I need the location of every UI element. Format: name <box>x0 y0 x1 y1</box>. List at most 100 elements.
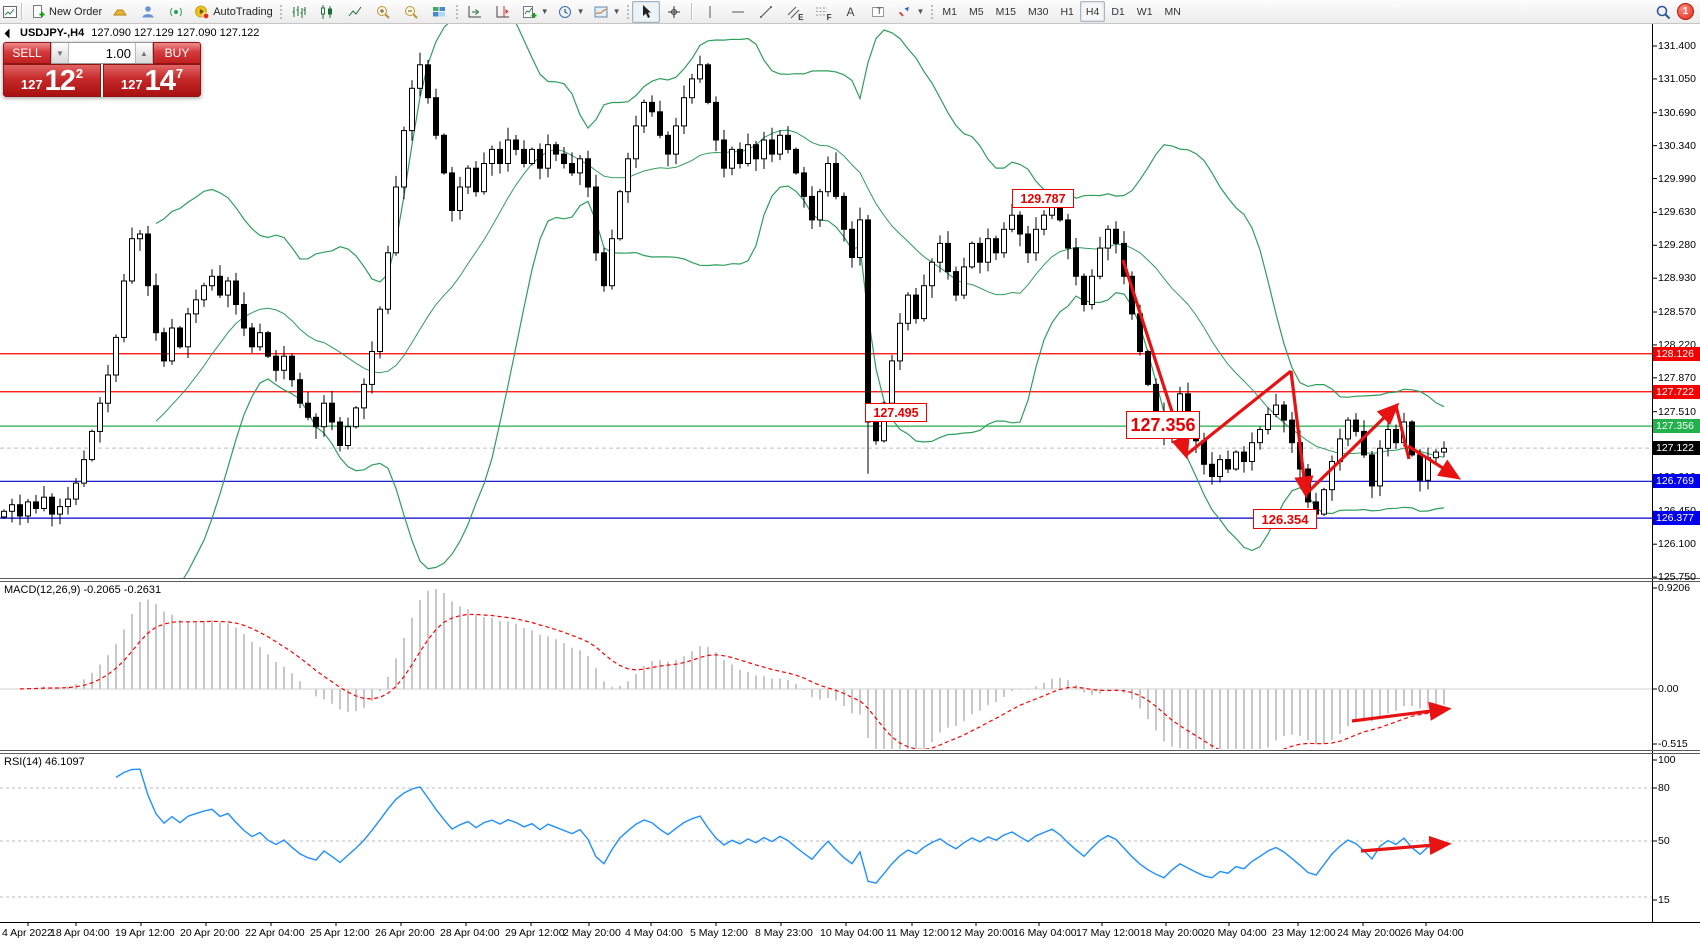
text-button[interactable]: A <box>836 1 864 23</box>
candlestick-chart-button[interactable] <box>313 1 341 23</box>
timeframe-MN[interactable]: MN <box>1164 5 1181 18</box>
price-axis-label: 127.870 <box>1658 371 1696 384</box>
auto-scroll-button[interactable] <box>461 1 489 23</box>
auto-scroll-icon <box>467 4 483 20</box>
time-axis-label: 28 Apr 04:00 <box>440 927 500 939</box>
time-axis-label: 26 Apr 20:00 <box>375 927 435 939</box>
price-badge: 128.126 <box>1653 346 1700 361</box>
trendline-icon <box>758 4 774 20</box>
symbol-period: USDJPY-,H4 <box>20 27 85 39</box>
vps-button[interactable] <box>162 1 190 23</box>
sell-price-display[interactable]: 127 12 2 <box>3 64 101 97</box>
candlesticks <box>1 52 1447 527</box>
channel-letter: E <box>798 12 804 22</box>
time-axis-label: 4 May 04:00 <box>625 927 683 939</box>
time-axis-label: 25 Apr 12:00 <box>310 927 370 939</box>
horizontal-level-lines[interactable] <box>0 353 1652 519</box>
arrows-tool-button[interactable]: ▼ <box>892 1 928 23</box>
timeframe-D1[interactable]: D1 <box>1111 5 1125 18</box>
macd-label: MACD(12,26,9) -0.2065 -0.2631 <box>4 584 162 596</box>
sell-price-sup: 2 <box>75 66 84 81</box>
rsi-axis-label: 80 <box>1658 782 1670 794</box>
periods-button[interactable]: ▼ <box>553 1 589 23</box>
buy-price-prefix: 127 <box>120 77 143 92</box>
horizontal-line-button[interactable] <box>724 1 752 23</box>
timeframe-M5[interactable]: M5 <box>969 5 984 18</box>
price-axis-label: 127.510 <box>1658 405 1696 418</box>
chart-shift-button[interactable] <box>489 1 517 23</box>
line-chart-button[interactable] <box>341 1 369 23</box>
fibonacci-button[interactable]: F <box>808 1 836 23</box>
toolbar-grip <box>454 3 459 20</box>
price-axis-label: 130.340 <box>1658 139 1696 152</box>
templates-icon <box>593 4 609 20</box>
zoom-out-button[interactable] <box>397 1 425 23</box>
volume-input[interactable] <box>69 43 135 63</box>
search-icon[interactable] <box>1655 4 1671 20</box>
sell-button[interactable]: SELL <box>3 42 51 64</box>
price-annotation-label: 129.787 <box>1012 189 1074 208</box>
price-axis-label: 128.930 <box>1658 272 1696 285</box>
autotrading-icon <box>194 4 210 20</box>
dropdown-caret-icon: ▼ <box>612 7 621 16</box>
time-axis-label: 8 May 23:00 <box>755 927 813 939</box>
annotation-arrows[interactable] <box>1121 259 1462 855</box>
tile-windows-icon <box>431 4 447 20</box>
price-axis-label: 131.050 <box>1658 72 1696 85</box>
new-order-button[interactable]: New Order <box>26 1 106 23</box>
macd-axis-label: 0.9206 <box>1658 582 1691 594</box>
clock-icon <box>557 4 573 20</box>
price-annotation-label: 127.356 <box>1126 411 1200 439</box>
buy-price-sup: 7 <box>175 66 184 81</box>
bar-chart-icon <box>291 4 307 20</box>
timeframe-M30[interactable]: M30 <box>1028 5 1049 18</box>
vertical-line-button[interactable] <box>696 1 724 23</box>
crosshair-button[interactable] <box>660 1 688 23</box>
chart-shift-icon <box>495 4 511 20</box>
trendline-button[interactable] <box>752 1 780 23</box>
price-annotation-label: 126.354 <box>1253 509 1317 529</box>
notifications-badge[interactable]: 1 <box>1677 3 1694 20</box>
time-axis-label: 12 May 20:00 <box>950 927 1014 939</box>
rsi-axis-label: 15 <box>1658 894 1670 906</box>
time-axis-label: 16 May 04:00 <box>1013 927 1077 939</box>
timeframe-M1[interactable]: M1 <box>942 5 957 18</box>
macd-axis-label: 0.00 <box>1658 683 1679 695</box>
arrows-tool-icon <box>896 4 912 20</box>
time-axis-label: 20 May 04:00 <box>1203 927 1267 939</box>
timeframe-W1[interactable]: W1 <box>1136 5 1153 18</box>
price-badge: 126.769 <box>1653 474 1700 489</box>
market-button[interactable] <box>106 1 134 23</box>
vps-signal-icon <box>168 4 184 20</box>
price-axis-label: 125.750 <box>1658 571 1696 584</box>
volume-decrease-button[interactable]: ▼ <box>51 43 69 63</box>
price-axis-label: 129.280 <box>1658 239 1696 252</box>
channel-icon: E <box>786 4 804 22</box>
tile-windows-button[interactable] <box>425 1 453 23</box>
equidistant-channel-button[interactable]: E <box>780 1 808 23</box>
fibonacci-icon: F <box>814 4 831 22</box>
volume-increase-button[interactable]: ▲ <box>135 43 153 63</box>
signals-button[interactable] <box>134 1 162 23</box>
text-tool-letter: A <box>846 4 855 19</box>
candlestick-chart-icon <box>319 4 335 20</box>
timeframe-M15[interactable]: M15 <box>995 5 1017 18</box>
price-badge: 126.377 <box>1653 511 1700 526</box>
templates-button[interactable]: ▼ <box>589 1 625 23</box>
indicators-button[interactable]: ▼ <box>517 1 553 23</box>
bar-chart-button[interactable] <box>285 1 313 23</box>
autotrading-button[interactable]: AutoTrading <box>190 1 277 23</box>
zoom-in-button[interactable] <box>369 1 397 23</box>
text-label-button[interactable]: T <box>864 1 892 23</box>
timeframe-H4[interactable]: H4 <box>1079 1 1106 22</box>
cursor-button[interactable] <box>632 0 661 23</box>
zoom-out-icon <box>403 4 419 20</box>
sell-price-prefix: 127 <box>20 77 43 92</box>
text-label-letter: T <box>876 5 882 16</box>
timeframe-H1[interactable]: H1 <box>1060 5 1074 18</box>
macd-indicator <box>0 589 1652 749</box>
dropdown-caret-icon: ▼ <box>540 7 549 16</box>
buy-button[interactable]: BUY <box>153 42 201 64</box>
buy-price-display[interactable]: 127 14 7 <box>103 64 201 97</box>
